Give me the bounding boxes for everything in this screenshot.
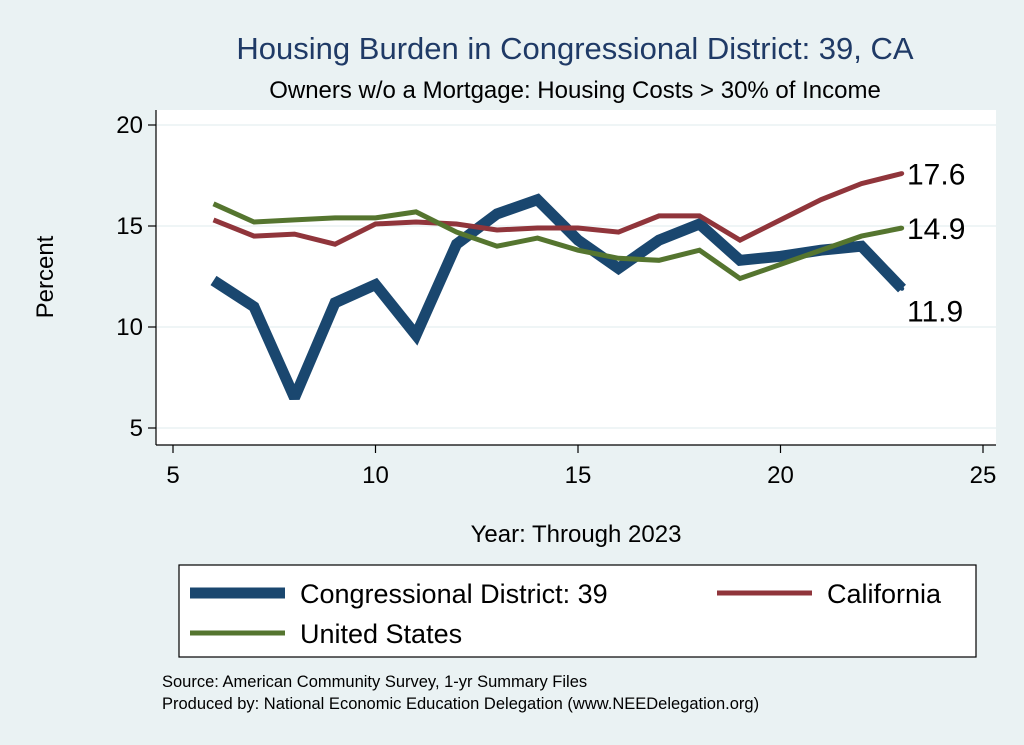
x-tick-label-5: 5 <box>166 462 179 489</box>
end-label-united-states: 14.9 <box>907 213 965 246</box>
end-label-district: 11.9 <box>907 296 963 329</box>
x-tick-label-10: 10 <box>362 462 389 489</box>
series-line-california <box>212 171 903 247</box>
x-tick-label-25: 25 <box>970 462 997 489</box>
legend-box <box>178 564 977 658</box>
end-labels: 11.9 17.6 14.9 <box>899 158 965 329</box>
end-marker-district <box>899 286 905 291</box>
axes: 5 10 15 20 5 10 15 20 25 <box>116 110 996 489</box>
end-marker-united-states <box>899 225 905 231</box>
end-marker-california <box>899 171 905 176</box>
series-line-district <box>210 193 906 400</box>
y-tick-label-10: 10 <box>116 314 143 341</box>
legend: Congressional District: 39 California Un… <box>178 564 977 658</box>
y-tick-label-15: 15 <box>116 213 143 240</box>
x-tick-label-20: 20 <box>767 462 794 489</box>
source-note: Source: American Community Survey, 1-yr … <box>162 673 587 691</box>
chart-title: Housing Burden in Congressional District… <box>236 31 913 66</box>
y-axis-label: Percent <box>32 235 59 318</box>
producer-note: Produced by: National Economic Education… <box>162 695 759 713</box>
series-lines <box>210 171 906 400</box>
series-line-united-states <box>212 201 903 282</box>
y-tick-label-20: 20 <box>116 112 143 139</box>
chart-subtitle: Owners w/o a Mortgage: Housing Costs > 3… <box>269 77 881 104</box>
plot-area <box>156 110 996 445</box>
legend-label-united-states: United States <box>300 619 462 649</box>
end-label-california: 17.6 <box>907 158 965 191</box>
x-axis-label: Year: Through 2023 <box>471 521 682 548</box>
x-tick-label-15: 15 <box>565 462 592 489</box>
legend-label-district: Congressional District: 39 <box>300 579 608 609</box>
legend-label-california: California <box>827 579 942 609</box>
y-tick-label-5: 5 <box>130 415 143 442</box>
